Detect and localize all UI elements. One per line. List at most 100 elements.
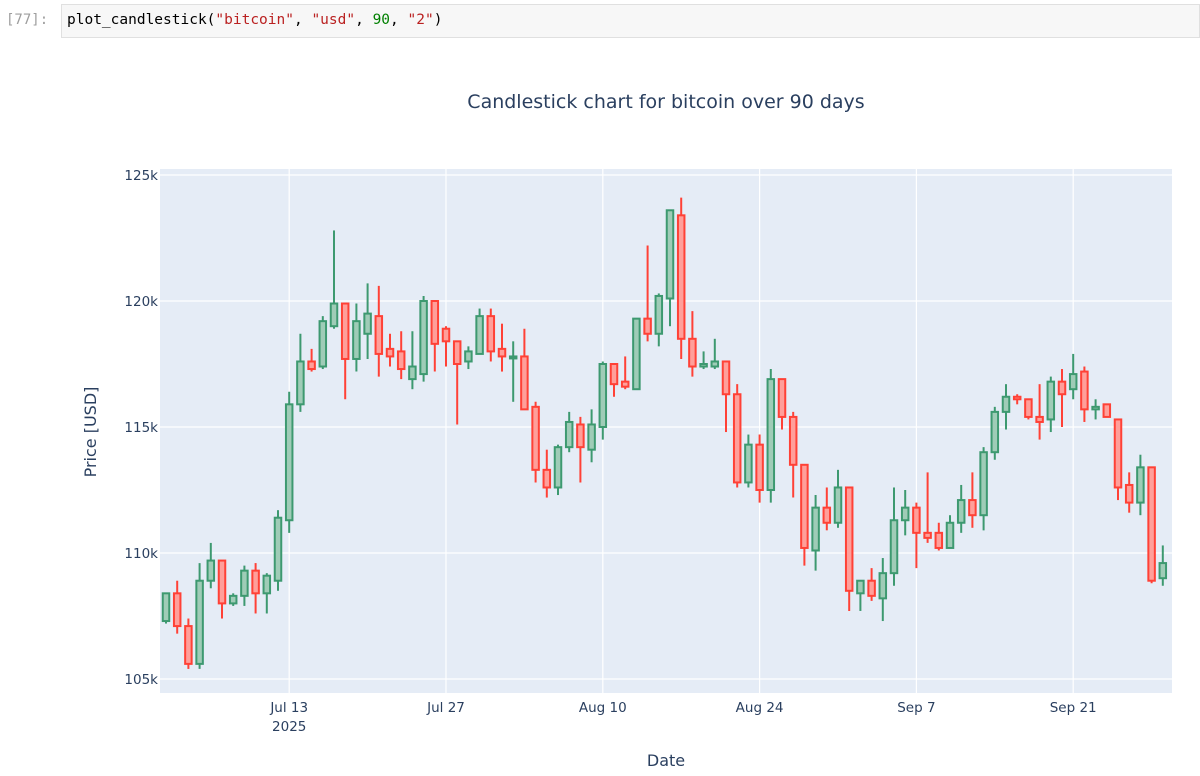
candle[interactable] — [307, 348, 316, 372]
candle[interactable] — [766, 369, 776, 503]
candle[interactable] — [262, 573, 272, 614]
candle-body — [251, 569, 260, 595]
candle[interactable] — [318, 316, 328, 370]
candle[interactable] — [195, 563, 204, 669]
candle[interactable] — [721, 360, 731, 433]
candle[interactable] — [822, 487, 832, 531]
candle[interactable] — [688, 311, 697, 377]
candle[interactable] — [699, 351, 708, 370]
y-axis-label: Price [USD] — [81, 387, 100, 478]
candle[interactable] — [576, 416, 585, 483]
candle[interactable] — [1136, 454, 1145, 516]
candle[interactable] — [833, 469, 843, 528]
candle[interactable] — [956, 484, 966, 533]
candle[interactable] — [609, 363, 619, 397]
candle-body — [968, 499, 977, 517]
candle[interactable] — [531, 401, 540, 483]
candle[interactable] — [934, 522, 944, 551]
candle[interactable] — [788, 411, 798, 498]
candle[interactable] — [284, 391, 294, 533]
candle[interactable] — [732, 384, 742, 488]
candle[interactable] — [340, 302, 350, 400]
candle[interactable] — [497, 323, 507, 372]
candle[interactable] — [1102, 403, 1112, 418]
candle[interactable] — [542, 449, 552, 498]
candle[interactable] — [464, 346, 473, 370]
y-axis-ticks: 105k 110k 115k 120k 125k — [124, 168, 158, 688]
candle[interactable] — [206, 542, 216, 589]
candle[interactable] — [564, 411, 574, 453]
candle[interactable] — [1068, 353, 1078, 400]
candle[interactable] — [1024, 398, 1033, 420]
candle[interactable] — [374, 285, 384, 377]
code-sep: , — [355, 12, 373, 28]
candle[interactable] — [1012, 394, 1022, 405]
candle[interactable] — [665, 209, 675, 327]
candle[interactable] — [251, 563, 260, 614]
candle[interactable] — [710, 338, 720, 370]
candle[interactable] — [452, 340, 462, 425]
candle[interactable] — [1158, 545, 1168, 586]
candle[interactable] — [744, 434, 753, 488]
candle[interactable] — [172, 580, 182, 634]
candle[interactable] — [352, 303, 361, 372]
candle[interactable] — [587, 409, 596, 463]
candle[interactable] — [273, 510, 283, 591]
candle[interactable] — [968, 472, 977, 528]
candle[interactable] — [979, 447, 988, 531]
candle[interactable] — [1080, 366, 1089, 422]
code-arg-coin: "bitcoin" — [215, 12, 294, 28]
candle-body — [363, 312, 372, 335]
candle[interactable] — [620, 356, 630, 390]
candle[interactable] — [396, 331, 406, 380]
candle[interactable] — [1124, 472, 1134, 513]
candle[interactable] — [161, 592, 171, 624]
candle[interactable] — [800, 463, 809, 566]
candle[interactable] — [553, 444, 563, 496]
candle[interactable] — [363, 283, 372, 359]
candle[interactable] — [755, 434, 764, 503]
candle[interactable] — [475, 308, 484, 355]
candle[interactable] — [520, 328, 529, 411]
candle[interactable] — [912, 502, 921, 569]
candle[interactable] — [777, 378, 787, 430]
candle[interactable] — [945, 515, 955, 549]
candle[interactable] — [889, 487, 899, 586]
candle[interactable] — [811, 495, 820, 571]
candle[interactable] — [1057, 369, 1067, 427]
candle[interactable] — [240, 565, 249, 606]
candle[interactable] — [1035, 384, 1044, 440]
candle[interactable] — [1113, 418, 1123, 501]
x-tick-year-label: 2025 — [272, 719, 306, 735]
candle[interactable] — [228, 593, 238, 606]
candle[interactable] — [654, 293, 664, 347]
candle[interactable] — [676, 197, 686, 359]
candle[interactable] — [296, 333, 305, 412]
candle[interactable] — [990, 406, 1000, 460]
candle[interactable] — [867, 568, 876, 601]
candle[interactable] — [441, 326, 451, 367]
candle[interactable] — [385, 333, 395, 367]
candle[interactable] — [1046, 376, 1056, 433]
candle[interactable] — [1001, 384, 1011, 430]
code-input[interactable]: plot_candlestick("bitcoin", "usd", 90, "… — [61, 4, 1200, 38]
candle[interactable] — [632, 317, 641, 391]
candle[interactable] — [900, 490, 910, 536]
candle[interactable] — [184, 618, 193, 669]
candle[interactable] — [844, 486, 854, 611]
candle[interactable] — [878, 558, 888, 622]
candle[interactable] — [1091, 399, 1100, 420]
candle[interactable] — [856, 579, 865, 611]
candle[interactable] — [508, 341, 518, 402]
candle[interactable] — [643, 245, 652, 342]
candle[interactable] — [217, 559, 227, 619]
candle[interactable] — [430, 300, 440, 372]
candle[interactable] — [329, 230, 339, 329]
candle[interactable] — [486, 308, 496, 362]
candle[interactable] — [419, 295, 428, 382]
candle[interactable] — [923, 472, 932, 543]
candle[interactable] — [598, 361, 608, 440]
candle[interactable] — [408, 331, 417, 390]
candle[interactable] — [1147, 466, 1156, 584]
